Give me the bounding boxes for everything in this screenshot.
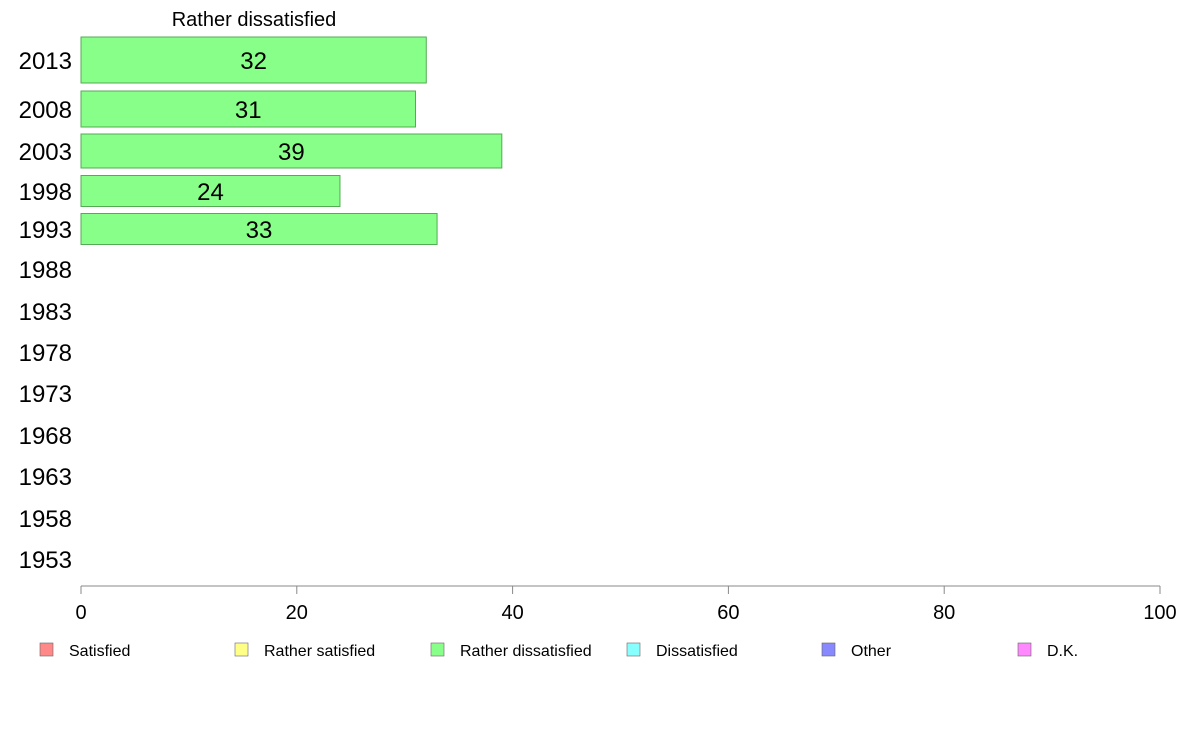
x-axis: 0 20 40 60 80 100 <box>75 585 1177 624</box>
bar-2008 <box>80 90 416 128</box>
x-tick-label: 40 <box>501 602 523 624</box>
bar-2013 <box>80 36 427 84</box>
category-label: 2003 <box>19 139 72 166</box>
category-label: 1998 <box>19 179 72 206</box>
legend-label: Rather dissatisfied <box>460 643 592 660</box>
category-label: 1978 <box>19 340 72 367</box>
bar-value-label: 33 <box>246 217 273 244</box>
legend-label: Dissatisfied <box>656 643 738 660</box>
legend-swatch <box>1017 642 1032 657</box>
legend-label: Other <box>851 643 892 660</box>
bar-value-label: 39 <box>278 139 305 166</box>
x-tick-label: 0 <box>75 602 86 624</box>
bar-value-label: 31 <box>235 97 262 124</box>
legend-label: D.K. <box>1047 643 1078 660</box>
chart-title: Rather dissatisfied <box>172 9 337 31</box>
category-label: 1958 <box>19 506 72 533</box>
category-label: 1983 <box>19 299 72 326</box>
category-label: 1968 <box>19 423 72 450</box>
legend-label: Rather satisfied <box>264 643 375 660</box>
legend-swatch <box>430 642 445 657</box>
category-label: 1993 <box>19 217 72 244</box>
category-label: 1973 <box>19 381 72 408</box>
category-label: 1953 <box>19 547 72 574</box>
legend-swatch <box>626 642 641 657</box>
bars <box>80 36 503 245</box>
legend-label: Satisfied <box>69 643 130 660</box>
x-tick-label: 100 <box>1143 602 1176 624</box>
bar-2003 <box>80 133 503 169</box>
x-tick-label: 60 <box>717 602 739 624</box>
category-label: 1988 <box>19 257 72 284</box>
legend-swatch <box>821 642 836 657</box>
category-label: 2008 <box>19 97 72 124</box>
bar-labels: 32 31 39 24 33 <box>197 48 305 244</box>
bar-value-label: 24 <box>197 179 224 206</box>
category-labels: 2013 2008 2003 1998 1993 1988 1983 1978 1973 1968… <box>19 48 72 574</box>
legend-swatch <box>234 642 249 657</box>
bar-1993 <box>80 213 438 245</box>
category-label: 1963 <box>19 464 72 491</box>
x-tick-label: 80 <box>933 602 955 624</box>
category-label: 2013 <box>19 48 72 75</box>
x-tick-label: 20 <box>286 602 308 624</box>
legend-swatch <box>39 642 54 657</box>
bar-1998 <box>80 175 341 207</box>
bar-value-label: 32 <box>240 48 267 75</box>
legend: Satisfied Rather satisfied Rather dissatis… <box>39 642 1078 660</box>
